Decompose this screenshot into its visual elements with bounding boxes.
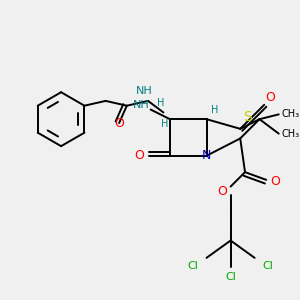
Text: H: H — [211, 105, 218, 115]
Text: O: O — [270, 175, 280, 188]
Text: NH: NH — [136, 86, 152, 96]
Text: O: O — [134, 149, 144, 162]
Text: H: H — [161, 119, 169, 129]
Text: S: S — [244, 110, 252, 124]
Text: CH₃: CH₃ — [281, 110, 299, 119]
Text: CH₃: CH₃ — [281, 129, 299, 139]
Text: Cl: Cl — [188, 261, 199, 271]
Text: O: O — [114, 116, 124, 130]
Text: O: O — [265, 91, 275, 103]
Text: Cl: Cl — [263, 261, 274, 271]
Text: N: N — [202, 149, 211, 162]
Text: H: H — [157, 98, 164, 108]
Text: O: O — [217, 185, 227, 198]
Text: Cl: Cl — [225, 272, 236, 282]
Text: NH: NH — [133, 100, 149, 110]
